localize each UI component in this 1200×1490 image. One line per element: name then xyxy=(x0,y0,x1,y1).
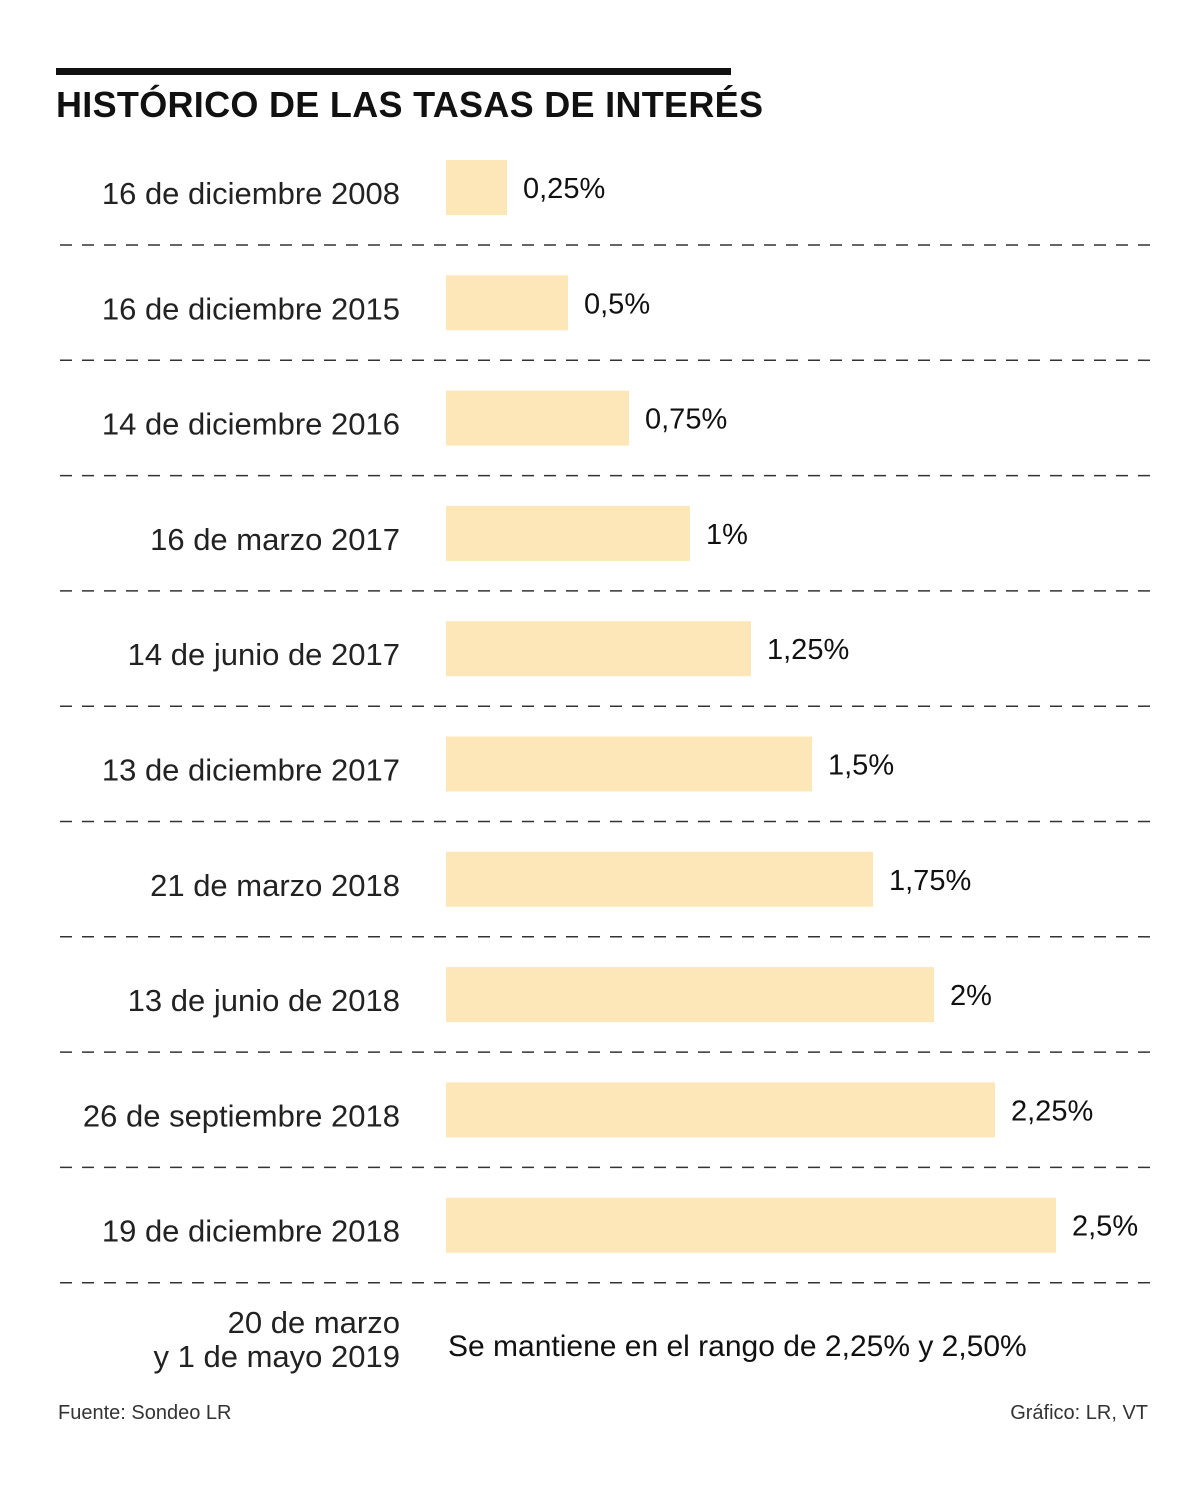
bar xyxy=(446,160,507,215)
graphic-credit: Gráfico: LR, VT xyxy=(1010,1402,1148,1424)
category-label: 16 de marzo 2017 xyxy=(150,522,400,557)
data-label: 2% xyxy=(950,980,992,1012)
category-label: 21 de marzo 2018 xyxy=(150,868,400,903)
category-label: 19 de diciembre 2018 xyxy=(102,1214,400,1249)
source-note: Fuente: Sondeo LR xyxy=(58,1402,232,1424)
final-row-label-line1: 20 de marzo xyxy=(227,1305,400,1340)
bar xyxy=(446,390,629,446)
category-label: 16 de diciembre 2008 xyxy=(102,176,400,211)
bar xyxy=(446,967,934,1023)
bar xyxy=(446,851,873,907)
category-label: 13 de diciembre 2017 xyxy=(102,753,400,788)
bar xyxy=(446,1082,995,1138)
data-label: 2,5% xyxy=(1072,1211,1138,1243)
data-label: 1% xyxy=(706,519,748,551)
title-rule xyxy=(56,68,731,75)
bar xyxy=(446,505,690,561)
data-label: 1,25% xyxy=(767,634,849,666)
final-row-label-line2: y 1 de mayo 2019 xyxy=(153,1339,400,1374)
data-label: 2,25% xyxy=(1011,1095,1093,1127)
data-label: 0,75% xyxy=(645,404,727,436)
category-label: 14 de junio de 2017 xyxy=(128,637,400,672)
chart-title: HISTÓRICO DE LAS TASAS DE INTERÉS xyxy=(56,84,764,125)
category-label: 14 de diciembre 2016 xyxy=(102,407,400,442)
category-label: 13 de junio de 2018 xyxy=(128,983,400,1018)
category-label: 16 de diciembre 2015 xyxy=(102,291,400,326)
data-label: 1,75% xyxy=(889,865,971,897)
final-row-note: Se mantiene en el rango de 2,25% y 2,50% xyxy=(448,1330,1027,1363)
bar xyxy=(446,275,568,331)
data-label: 0,25% xyxy=(523,173,605,205)
category-label: 26 de septiembre 2018 xyxy=(83,1098,400,1133)
bar xyxy=(446,1197,1056,1253)
bar xyxy=(446,736,812,792)
data-label: 0,5% xyxy=(584,288,650,320)
bar xyxy=(446,621,751,677)
final-row-label: 20 de marzo y 1 de mayo 2019 xyxy=(20,1306,400,1374)
data-label: 1,5% xyxy=(828,750,894,782)
